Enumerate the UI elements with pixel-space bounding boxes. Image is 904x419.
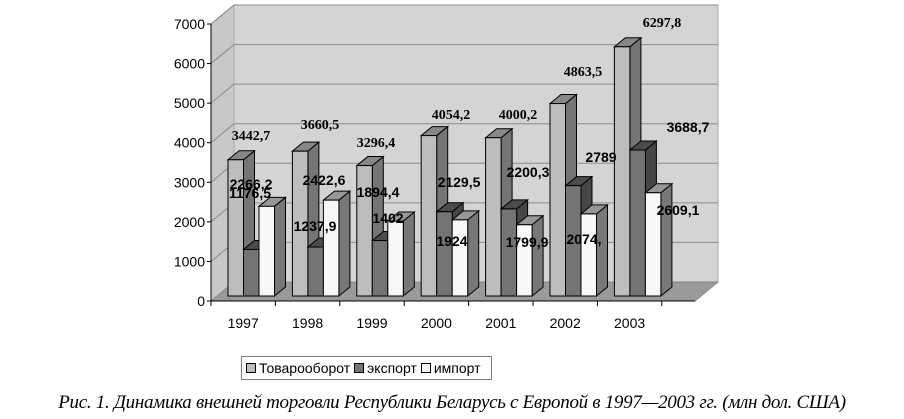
data-label: 3296,4: [357, 136, 396, 151]
data-label: 2609,1: [657, 202, 700, 218]
svg-text:1000: 1000: [174, 253, 205, 269]
data-label: 3688,7: [667, 119, 710, 135]
svg-text:2001: 2001: [485, 315, 516, 331]
data-label: 3442,7: [232, 129, 271, 144]
svg-text:1997: 1997: [228, 315, 259, 331]
bar-импорт-2003: [643, 182, 674, 298]
legend-label: экспорт: [367, 360, 417, 376]
data-label: 3660,5: [301, 118, 340, 133]
svg-text:1998: 1998: [292, 315, 323, 331]
data-label: 2422,6: [303, 172, 346, 188]
svg-text:2000: 2000: [174, 214, 205, 230]
svg-text:4000: 4000: [174, 135, 205, 151]
legend-item-export: экспорт: [354, 360, 417, 376]
bar-импорт-1999: [386, 210, 416, 298]
bar-импорт-2001: [515, 214, 545, 298]
data-label: 1176,5: [229, 185, 271, 201]
svg-text:7000: 7000: [174, 16, 205, 32]
data-label: 4000,2: [499, 108, 538, 123]
bar-импорт-1998: [321, 190, 352, 298]
svg-text:3000: 3000: [174, 174, 205, 190]
chart-legend: Товарооборот экспорт импорт: [241, 356, 492, 380]
legend-item-turnover: Товарооборот: [246, 360, 350, 376]
bars: [226, 36, 674, 298]
svg-text:1999: 1999: [356, 315, 387, 331]
figure-caption: Рис. 1. Динамика внешней торговли Респуб…: [58, 392, 846, 413]
chart-plot-area: 0 1000 2000 3000 4000 5000 6000 7000 1997 1998 199…: [174, 3, 720, 331]
svg-text:6000: 6000: [174, 56, 205, 72]
bar-импорт-1997: [257, 196, 287, 298]
data-label: 6297,8: [643, 16, 682, 31]
data-label: 1799,9: [506, 234, 549, 250]
data-label: 1894,4: [357, 184, 400, 200]
svg-text:2000: 2000: [421, 315, 452, 331]
legend-swatch-icon: [420, 363, 431, 373]
data-labels: 3442,7 3660,5 3296,4 4054,2 4000,2 4863,5 6297…: [229, 16, 710, 250]
data-label: 4863,5: [564, 65, 603, 80]
bar-импорт-2000: [450, 209, 481, 298]
legend-swatch-icon: [246, 363, 256, 373]
data-label: 2074,: [566, 231, 601, 247]
bar-импорт-2002: [579, 203, 609, 298]
legend-label: Товарооборот: [259, 360, 351, 376]
axes: 0 1000 2000 3000 4000 5000 6000 7000 1997 1998 199…: [174, 16, 695, 331]
svg-text:0: 0: [197, 293, 205, 309]
data-label: 1924: [436, 233, 467, 249]
data-label: 2789: [585, 149, 616, 165]
legend-swatch-icon: [354, 363, 365, 373]
data-label: 1237,9: [294, 218, 337, 234]
legend-item-import: импорт: [420, 360, 481, 376]
svg-text:2003: 2003: [614, 315, 645, 331]
svg-text:5000: 5000: [174, 95, 205, 111]
legend-label: импорт: [433, 360, 481, 376]
data-label: 2129,5: [438, 174, 481, 190]
data-label: 4054,2: [432, 108, 471, 123]
data-label: 2200,3: [507, 164, 550, 180]
data-label: 1402: [372, 210, 403, 226]
svg-text:2002: 2002: [550, 315, 581, 331]
data-label: 2266,2: [230, 176, 273, 192]
